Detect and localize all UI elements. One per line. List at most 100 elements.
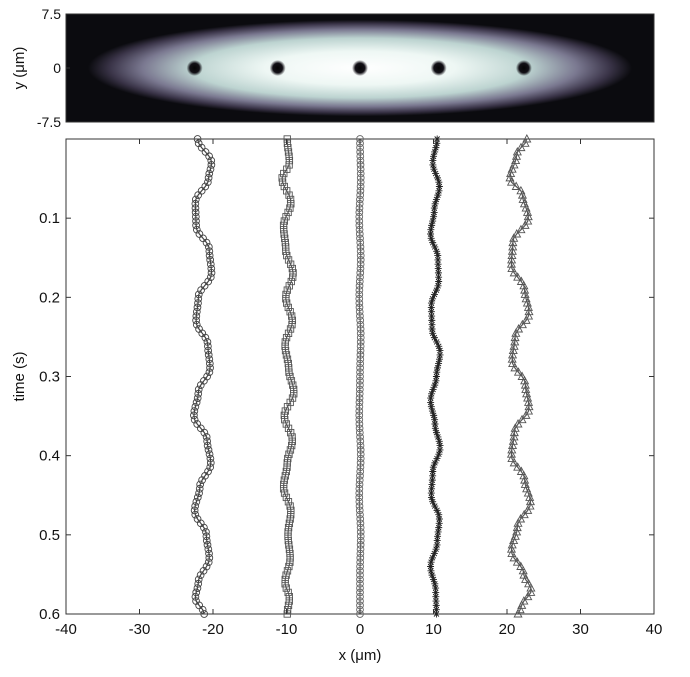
series-4-point-21 [516, 224, 526, 234]
series-1-point-99 [285, 562, 293, 571]
series-4-point-73 [506, 449, 516, 458]
series-1-point-4 [285, 152, 293, 160]
series-1-point-13 [285, 191, 293, 199]
series-2-point-71 [356, 441, 365, 450]
series-3-point-77 [429, 468, 437, 475]
series-2-point-51 [356, 355, 365, 364]
series-4-point-52 [508, 358, 518, 367]
series-1-point-6 [285, 161, 293, 169]
series-3-point-55 [432, 373, 440, 380]
x-tick-label-5: 10 [425, 621, 442, 638]
series-1-point-69 [288, 433, 296, 441]
series-4-point-105 [526, 587, 536, 596]
series-3-point-64 [430, 411, 438, 419]
series-3-point-63 [428, 407, 436, 415]
series-0-point-98 [204, 558, 213, 567]
series-1-point-40 [286, 308, 294, 316]
series-3-point-96 [430, 550, 438, 558]
series-3-point-21 [427, 226, 435, 234]
series-4-point-33 [516, 276, 526, 285]
series-3-point-93 [433, 537, 441, 545]
series-2-point-58 [355, 385, 364, 394]
series-2-point-94 [356, 541, 365, 549]
vortex-cores [186, 60, 532, 76]
series-4-point-20 [520, 220, 530, 229]
series-4-point-25 [508, 242, 518, 251]
series-1-point-26 [282, 247, 290, 255]
series-3-point-80 [428, 480, 436, 488]
series-1-point-67 [284, 424, 293, 432]
series-4-point-110 [513, 609, 523, 618]
series-4-point-99 [516, 561, 526, 570]
series-1-point-1 [283, 139, 292, 147]
series-4-point-65 [517, 414, 527, 424]
series-0-point-39 [193, 303, 202, 312]
series-1-point-31 [289, 269, 297, 277]
series-3-point-33 [435, 278, 443, 285]
series-1-point-28 [284, 256, 293, 264]
series-1-point-48 [281, 342, 289, 350]
series-3-point-0 [433, 135, 441, 143]
series-0-point-8 [205, 169, 214, 178]
series-0-point-53 [206, 364, 214, 372]
series-1-point-3 [284, 148, 293, 156]
series-3-point-76 [429, 463, 437, 471]
series-3-point-95 [432, 545, 440, 553]
series-3-point-2 [432, 144, 440, 152]
series-1-point-109 [283, 606, 292, 614]
series-3-point-10 [435, 178, 443, 186]
series-1-point-88 [286, 515, 294, 523]
series-3-point-22 [427, 230, 435, 238]
series-3-point-94 [433, 541, 441, 549]
series-1-point-23 [281, 234, 289, 242]
series-4-point-23 [509, 233, 519, 242]
series-1-point-8 [280, 169, 288, 178]
series-3-point-1 [433, 139, 441, 147]
series-1-point-81 [279, 485, 288, 493]
series-2-point-98 [356, 558, 365, 567]
series-3-point-60 [427, 394, 435, 402]
series-0-point-57 [196, 381, 205, 389]
series-2-point-7 [356, 165, 365, 174]
series-0-point-101 [196, 571, 205, 579]
series-2-point-30 [356, 264, 365, 273]
series-0-point-93 [202, 536, 211, 545]
series-3-point-34 [434, 282, 442, 290]
series-3-point-53 [434, 364, 442, 372]
series-4-point-94 [507, 539, 517, 549]
series-3-point-50 [436, 351, 444, 359]
series-3-point-59 [428, 390, 436, 398]
series-4-point-104 [526, 583, 536, 592]
series-3-point-79 [428, 476, 436, 484]
series-3-point-29 [434, 260, 442, 268]
series-1-point-11 [280, 182, 288, 191]
series-4-point-41 [523, 311, 534, 320]
series-4-point-11 [511, 181, 521, 190]
series-4-point-35 [520, 285, 530, 294]
series-3-point-83 [427, 493, 435, 501]
series-3-point-17 [430, 208, 438, 216]
series-1-point-72 [286, 446, 295, 454]
series-0-point-63 [190, 407, 199, 415]
series-3-point-19 [429, 217, 437, 225]
series-2-point-97 [356, 554, 365, 562]
series-3-point-46 [430, 334, 438, 342]
series-1-point-51 [283, 355, 292, 363]
series-1-point-104 [282, 584, 290, 592]
series-4-point-85 [525, 501, 535, 510]
series-3-point-32 [435, 273, 443, 281]
series-3-point-81 [428, 485, 436, 493]
series-1-point-0 [283, 135, 291, 143]
series-0-point-70 [203, 437, 212, 446]
series-4-point-77 [516, 466, 526, 475]
series-4-point-88 [516, 514, 526, 523]
series-0-point-86 [190, 506, 199, 515]
series-3-point-72 [436, 446, 444, 454]
series-0-point-110 [200, 610, 209, 618]
series-2-point-47 [356, 338, 365, 346]
series-3-point-39 [427, 303, 435, 311]
x-tick-label-7: 30 [572, 621, 589, 638]
series-3-point-73 [435, 450, 443, 458]
series-2-point-29 [356, 260, 365, 269]
series-2-point-105 [356, 588, 364, 597]
